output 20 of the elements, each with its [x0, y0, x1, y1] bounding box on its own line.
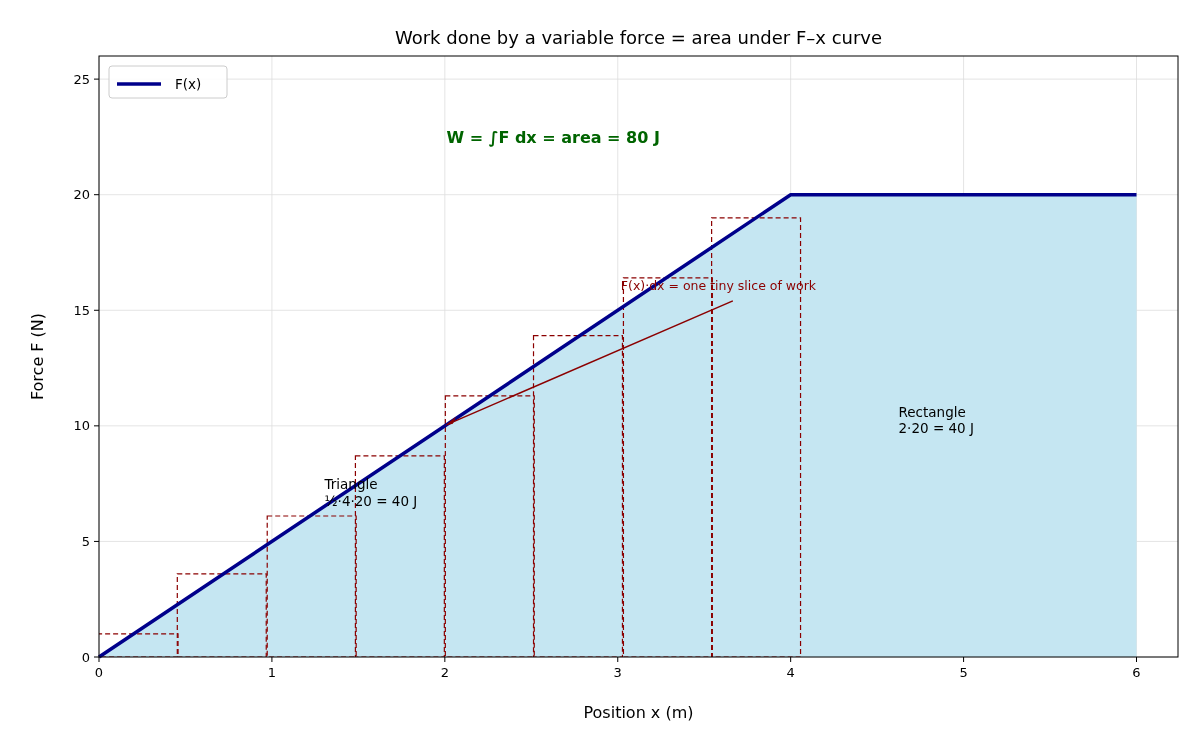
y-tick-label: 25 — [73, 71, 90, 87]
x-tick-label: 0 — [94, 665, 104, 680]
x-tick-label: 3 — [613, 665, 622, 680]
y-tick-label: 20 — [73, 187, 90, 203]
x-tick-label: 4 — [786, 665, 795, 680]
chart-title: Work done by a variable force = area under F–x curve — [394, 27, 883, 48]
y-tick-label: 10 — [73, 418, 90, 434]
y-axis-title: Force F (N) — [28, 312, 47, 401]
x-tick-label: 5 — [959, 665, 968, 680]
annotation: Rectangle 2·20 = 40 J — [898, 403, 974, 437]
annotation: W = ∫F dx = area = 80 J — [446, 127, 660, 147]
x-tick-label: 2 — [440, 665, 449, 680]
y-tick-label: 0 — [81, 649, 90, 665]
y-tick-label: 15 — [73, 302, 90, 318]
x-tick-label: 1 — [267, 665, 277, 680]
legend-label: F(x) — [175, 76, 202, 92]
x-tick-label: 6 — [1132, 665, 1141, 680]
y-tick-label: 5 — [81, 533, 90, 549]
legend: F(x) — [108, 65, 228, 99]
x-axis-title: Position x (m) — [583, 703, 694, 722]
